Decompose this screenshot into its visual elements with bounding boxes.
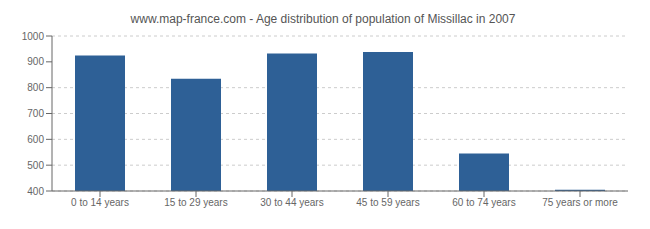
svg-text:700: 700 — [27, 108, 44, 119]
svg-text:1000: 1000 — [22, 31, 45, 42]
svg-text:900: 900 — [27, 56, 44, 67]
svg-text:30 to 44 years: 30 to 44 years — [260, 197, 323, 208]
svg-text:15 to 29 years: 15 to 29 years — [164, 197, 227, 208]
svg-text:600: 600 — [27, 134, 44, 145]
svg-text:45 to 59 years: 45 to 59 years — [356, 197, 419, 208]
svg-text:400: 400 — [27, 186, 44, 197]
svg-text:800: 800 — [27, 82, 44, 93]
svg-text:500: 500 — [27, 160, 44, 171]
svg-text:0 to 14 years: 0 to 14 years — [71, 197, 129, 208]
html-text:www.map-france.com - Age distr: www.map-france.com - Age distribution of… — [130, 12, 516, 26]
svg-text:75 years or more: 75 years or more — [542, 197, 618, 208]
svg-text:60 to 74 years: 60 to 74 years — [452, 197, 515, 208]
